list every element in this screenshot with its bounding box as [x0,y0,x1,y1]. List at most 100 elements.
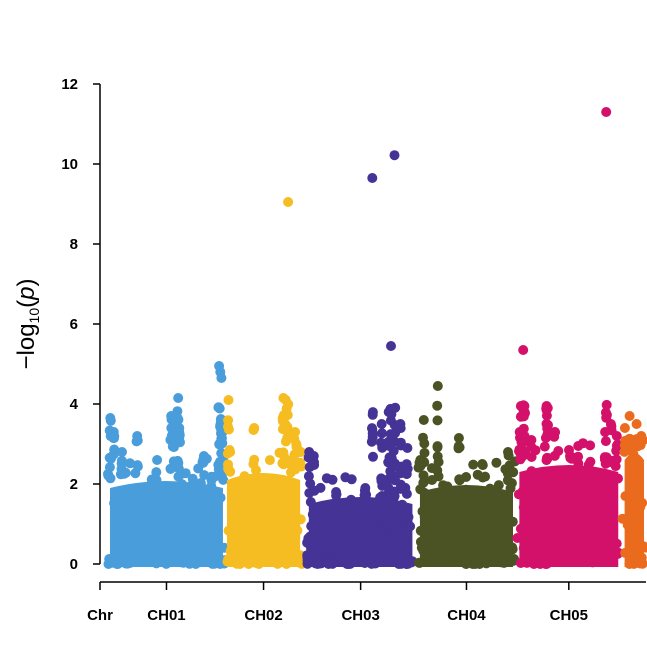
y-tick-label: 12 [61,76,78,93]
snp-point [438,527,449,538]
snp-point [518,423,529,434]
snp-point [468,545,479,556]
y-tick-label: 6 [70,316,78,333]
snp-point [635,502,646,512]
snp-point [569,549,580,560]
snp-point [625,511,636,522]
snp-point [552,506,563,517]
snp-point [162,557,173,568]
snp-point [387,524,397,535]
snp-point [295,457,306,468]
snp-point [143,544,154,555]
snp-point [345,507,355,518]
y-axis-label: −log10(p) [13,279,42,370]
snp-point [192,523,203,534]
snp-point [199,470,210,481]
snp-point [456,508,467,519]
snp-point [526,452,537,462]
snp-point [223,415,234,426]
snp-point [235,553,246,564]
peak-snp [174,423,185,433]
snp-point [282,410,293,420]
snp-point [177,479,187,490]
snp-point [112,544,123,555]
snp-point [314,557,325,568]
snp-point [338,556,349,567]
snp-point [283,399,294,410]
snp-point [416,542,427,553]
snp-point [173,471,184,482]
snp-point [573,538,584,549]
snp-point [551,555,562,566]
snp-point [547,526,558,536]
snp-point [268,525,279,536]
peak-snp [395,419,406,429]
snp-point [339,537,350,548]
snp-point [578,510,589,521]
snp-point [209,512,220,523]
snp-point [605,492,616,503]
snp-point [628,558,639,569]
snp-point [518,502,529,513]
peak-snp [290,427,301,437]
snp-point [533,541,544,552]
snp-point [579,556,590,567]
snp-point [530,549,541,560]
snp-point [127,523,138,534]
snp-point [580,533,590,544]
snp-point [432,495,443,506]
snp-point [317,546,328,557]
snp-point [203,519,214,530]
snp-point [601,399,612,410]
snp-point [543,420,553,430]
snp-point [278,447,289,458]
snp-point [491,457,502,468]
snp-point [288,524,299,534]
snp-point [193,499,204,510]
snp-point [122,558,133,569]
snp-point [447,493,458,504]
peak-snp [453,433,464,443]
snp-point [309,485,320,496]
peak-snp [542,403,553,413]
snp-point [573,451,584,462]
y-tick-label: 0 [70,556,78,573]
snp-point [116,536,127,547]
chromosome-ch02 [222,197,307,569]
snp-point [173,414,184,425]
snp-point [401,488,412,499]
snp-point [191,547,202,558]
peak-snp [117,447,127,457]
chromosome-ch01 [103,361,230,569]
snp-point [227,479,238,490]
snp-point [132,461,143,472]
snp-point [303,471,314,482]
peak-snp [573,441,584,451]
snp-point [419,447,430,458]
snp-point [217,438,228,449]
snp-point [452,525,463,536]
snp-point [195,478,206,488]
snp-point [190,559,201,569]
snp-point [258,528,269,539]
peak-snp [519,401,530,411]
snp-point [453,441,464,452]
snp-point [218,474,229,485]
snp-point [330,538,341,549]
snp-point [276,532,287,543]
peak-snp [565,451,575,461]
snp-point [181,497,192,508]
snp-point [321,536,332,547]
chromosome-ch05 [512,107,624,569]
snp-point [280,479,291,490]
snp-point [432,415,443,426]
snp-point [244,551,255,562]
snp-point [493,480,504,491]
snp-point [134,517,145,528]
snp-point [506,478,517,489]
peak-snp [360,483,371,493]
snp-point [512,533,523,543]
snp-point [376,475,387,486]
snp-point [286,485,297,496]
snp-point [302,555,313,566]
